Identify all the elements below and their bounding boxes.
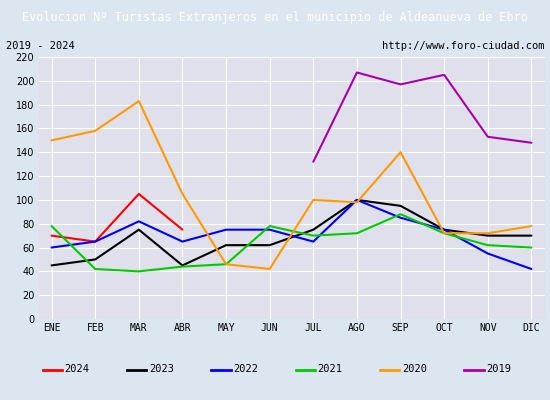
Text: 2021: 2021: [318, 364, 343, 374]
Text: 2020: 2020: [402, 364, 427, 374]
Text: http://www.foro-ciudad.com: http://www.foro-ciudad.com: [382, 41, 544, 51]
Text: 2023: 2023: [149, 364, 174, 374]
Text: 2019: 2019: [486, 364, 512, 374]
Text: 2024: 2024: [65, 364, 90, 374]
Text: 2022: 2022: [233, 364, 258, 374]
Text: Evolucion Nº Turistas Extranjeros en el municipio de Aldeanueva de Ebro: Evolucion Nº Turistas Extranjeros en el …: [22, 11, 528, 24]
Text: 2019 - 2024: 2019 - 2024: [6, 41, 74, 51]
